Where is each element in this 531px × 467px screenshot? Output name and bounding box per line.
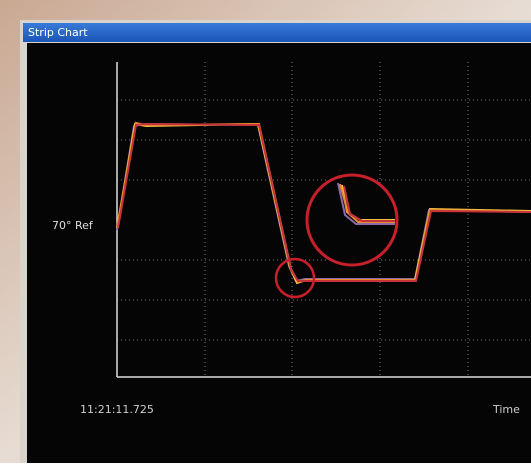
screenshot: Strip Chart 70° Ref 11:21:11.725 Time xyxy=(0,0,531,463)
plot-panel xyxy=(27,43,531,463)
title-bar xyxy=(23,23,531,42)
x-axis-label: Time xyxy=(492,403,520,416)
page: Strip Chart 70° Ref 11:21:11.725 Time ((… xyxy=(0,0,531,463)
start-time: 11:21:11.725 xyxy=(80,403,154,416)
window-title: Strip Chart xyxy=(28,26,88,39)
reference-label: 70° Ref xyxy=(52,219,94,232)
